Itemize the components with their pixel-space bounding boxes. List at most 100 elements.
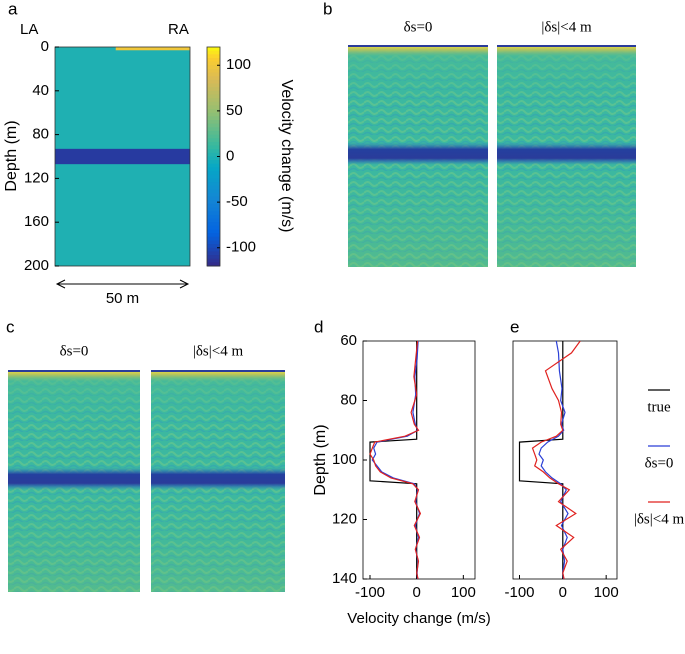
colorbar-step [207, 225, 220, 230]
y-axis-label: Depth (m) [312, 424, 329, 495]
colorbar-step [207, 182, 220, 187]
colorbar-step [207, 72, 220, 77]
image-title: |δs|<4 m [193, 343, 244, 359]
colorbar-step [207, 120, 220, 125]
colorbar-step [207, 109, 220, 114]
colorbar-step [207, 101, 220, 106]
colorbar-step [207, 68, 220, 74]
colorbar-step [207, 218, 220, 223]
x-tick-label: 100 [451, 584, 476, 601]
y-tick-label: 40 [32, 82, 49, 99]
colorbar-step [207, 229, 220, 234]
y-tick-label: 80 [32, 126, 49, 143]
colorbar-step [207, 255, 220, 260]
colorbar-step [207, 134, 220, 139]
colorbar-step [207, 174, 220, 179]
colorbar-step [207, 160, 220, 165]
colorbar-step [207, 200, 220, 205]
panel-label: d [314, 317, 323, 336]
y-tick-label: 100 [332, 451, 357, 468]
colorbar-step [207, 251, 220, 256]
colorbar-step [207, 127, 220, 132]
y-tick-label: 160 [24, 213, 49, 230]
colorbar-step [207, 222, 220, 227]
image-deep [348, 167, 488, 267]
image-top [497, 45, 636, 101]
colorbar-step [207, 152, 220, 157]
image-top [151, 370, 285, 426]
legend-label: |δs|<4 m [634, 511, 685, 527]
colorbar-step [207, 145, 220, 150]
y-tick-label: 140 [332, 570, 357, 587]
colorbar-step [207, 47, 220, 52]
profile-line [531, 341, 581, 579]
colorbar-step [207, 258, 220, 263]
colorbar-step [207, 141, 220, 147]
colorbar-step [207, 130, 220, 136]
colorbar-label: Velocity change (m/s) [278, 80, 295, 233]
image-band [151, 467, 285, 490]
colorbar-step [207, 57, 220, 63]
colorbar-step [207, 207, 220, 212]
colorbar-tick-label: -100 [226, 239, 256, 256]
y-tick-label: 200 [24, 257, 49, 274]
profile-line [538, 341, 569, 579]
colorbar-step [207, 54, 220, 59]
colorbar-step [207, 138, 220, 143]
arrow-head [55, 279, 190, 289]
colorbar-step [207, 247, 220, 252]
colorbar-tick-label: 100 [226, 56, 251, 73]
y-tick-label: 0 [41, 38, 49, 55]
axes-frame [362, 340, 476, 580]
colorbar-step [207, 76, 220, 81]
panel-label: b [323, 0, 332, 18]
colorbar-step [207, 171, 220, 176]
colorbar-step [207, 167, 220, 172]
colorbar-step [207, 262, 220, 267]
heatmap-layer [55, 148, 190, 165]
image-title: δs=0 [60, 343, 89, 359]
x-tick-label: -100 [355, 584, 385, 601]
legend-label: true [647, 399, 671, 415]
colorbar-step [207, 98, 220, 103]
colorbar-step [207, 61, 220, 66]
image-title: |δs|<4 m [541, 19, 592, 35]
colorbar-step [207, 240, 220, 245]
legend-label: δs=0 [645, 455, 674, 471]
colorbar-step [207, 123, 220, 128]
image-title: δs=0 [404, 19, 433, 35]
colorbar-tick-label: 0 [226, 147, 234, 164]
panel-label: e [510, 317, 519, 336]
y-tick-label: 120 [332, 510, 357, 527]
colorbar-step [207, 211, 220, 216]
profile-line [371, 341, 421, 579]
frame [54, 46, 191, 267]
image-deep [497, 167, 636, 267]
image-band [8, 467, 140, 490]
colorbar-step [207, 214, 220, 220]
colorbar-step [207, 105, 220, 110]
colorbar-step [207, 193, 220, 198]
colorbar-step [207, 156, 220, 161]
colorbar-tick-label: -50 [226, 193, 248, 210]
colorbar-step [207, 83, 220, 88]
colorbar-step [207, 203, 220, 209]
image-band [497, 142, 636, 165]
colorbar-step [207, 87, 220, 92]
colorbar-step [207, 50, 220, 55]
colorbar-step [207, 149, 220, 154]
colorbar-step [207, 236, 220, 241]
x-tick-label: 0 [559, 584, 567, 601]
image-top [348, 45, 488, 101]
y-tick-label: 120 [24, 169, 49, 186]
colorbar-step [207, 233, 220, 238]
left-label: LA [20, 21, 38, 38]
x-axis-label: Velocity change (m/s) [347, 610, 491, 627]
image-deep [8, 492, 140, 592]
image-top [8, 370, 140, 426]
colorbar-step [207, 244, 220, 249]
colorbar-step [207, 112, 220, 117]
colorbar-tick-label: 50 [226, 102, 243, 119]
